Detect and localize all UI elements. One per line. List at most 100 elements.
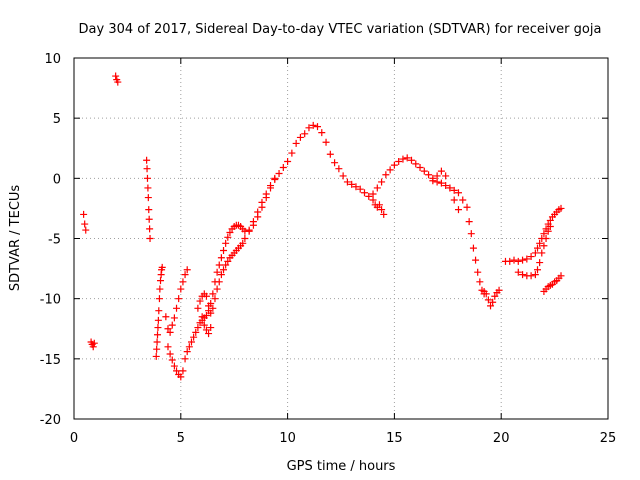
data-point — [168, 356, 176, 364]
data-point — [249, 218, 257, 226]
data-point — [523, 255, 531, 263]
data-point — [170, 314, 178, 322]
tick-labels: 0 5 10 15 20 25 -20 -15 -10 -5 0 5 10 — [40, 52, 617, 446]
series-s1 — [80, 210, 90, 234]
data-point — [114, 78, 122, 86]
data-point — [164, 325, 172, 333]
data-point — [469, 244, 477, 252]
data-point — [465, 218, 473, 226]
data-point — [495, 286, 503, 294]
data-point — [463, 203, 471, 211]
data-point — [514, 268, 522, 276]
data-point — [222, 261, 230, 269]
data-point — [143, 174, 151, 182]
data-point — [194, 304, 202, 312]
data-point — [474, 268, 482, 276]
data-point — [348, 180, 356, 188]
data-point — [154, 324, 162, 332]
data-point — [534, 244, 542, 252]
data-point — [442, 182, 450, 190]
data-point — [209, 290, 217, 298]
data-point — [166, 328, 174, 336]
data-point — [318, 129, 326, 137]
data-point — [271, 174, 279, 182]
series-s10 — [369, 196, 388, 218]
data-point — [326, 150, 334, 158]
data-point — [179, 367, 187, 375]
data-point — [154, 331, 162, 339]
data-point — [215, 261, 223, 269]
series-s3 — [112, 72, 122, 86]
data-point — [143, 156, 151, 164]
data-point — [181, 355, 189, 363]
series-s9 — [198, 313, 215, 338]
data-point — [416, 164, 424, 172]
data-point — [155, 307, 163, 315]
data-point — [437, 179, 445, 187]
data-point — [407, 156, 415, 164]
series-s8 — [194, 174, 279, 317]
data-point — [339, 172, 347, 180]
data-point — [207, 324, 215, 332]
data-point — [185, 343, 193, 351]
data-point — [183, 348, 191, 356]
data-point — [154, 316, 162, 324]
data-point — [211, 295, 219, 303]
data-point — [335, 165, 343, 173]
data-points — [80, 72, 565, 381]
data-point — [331, 159, 339, 167]
data-point — [81, 220, 89, 228]
y-tick-label: -20 — [40, 413, 61, 428]
data-point — [173, 367, 181, 375]
data-point — [510, 256, 518, 264]
data-point — [166, 350, 174, 358]
data-point — [158, 263, 166, 271]
x-tick-label: 15 — [386, 431, 403, 446]
y-tick-label: -10 — [40, 293, 61, 308]
data-point — [454, 189, 462, 197]
data-point — [168, 321, 176, 329]
data-point — [82, 226, 90, 234]
y-tick-label: -5 — [48, 233, 61, 248]
data-point — [390, 161, 398, 169]
data-point — [220, 247, 228, 255]
data-point — [213, 268, 221, 276]
data-point — [450, 186, 458, 194]
data-point — [205, 302, 213, 310]
series-s14 — [514, 222, 554, 280]
data-point — [309, 121, 317, 129]
data-point — [491, 292, 499, 300]
data-point — [546, 216, 554, 224]
series-s4 — [143, 156, 154, 242]
data-point — [322, 138, 330, 146]
data-point — [162, 313, 170, 321]
data-point — [200, 321, 208, 329]
data-point — [305, 124, 313, 132]
x-tick-label: 10 — [279, 431, 296, 446]
data-point — [217, 254, 225, 262]
data-point — [192, 328, 200, 336]
data-point — [179, 278, 187, 286]
data-point — [403, 154, 411, 162]
data-point — [314, 123, 322, 131]
data-point — [187, 338, 195, 346]
data-point — [433, 172, 441, 180]
data-point — [144, 194, 152, 202]
data-point — [540, 242, 548, 250]
data-point — [542, 235, 550, 242]
data-point — [301, 130, 309, 138]
data-point — [538, 249, 546, 257]
data-point — [177, 373, 185, 381]
data-point — [378, 178, 386, 186]
series-s6 — [162, 266, 191, 336]
data-point — [544, 227, 552, 235]
y-axis-label: SDTVAR / TECUs — [8, 185, 23, 292]
data-point — [557, 204, 565, 212]
x-tick-label: 5 — [177, 431, 185, 446]
data-point — [157, 277, 165, 285]
data-point — [241, 235, 249, 242]
data-point — [202, 292, 210, 300]
data-point — [284, 157, 292, 165]
data-point — [207, 309, 215, 317]
